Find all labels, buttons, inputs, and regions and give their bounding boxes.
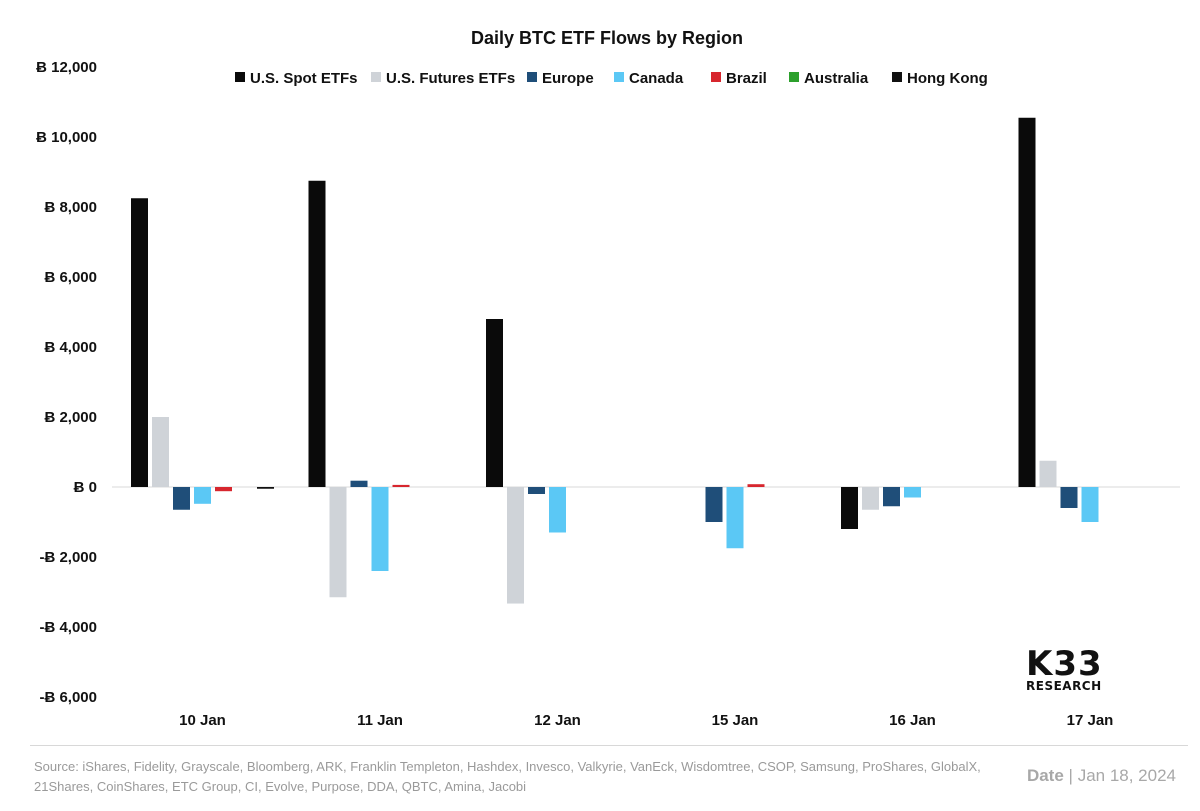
bar-u-s-spot-etfs-11-jan (308, 180, 326, 487)
bar-u-s-futures-etfs-16-jan (862, 487, 879, 510)
legend-label: U.S. Futures ETFs (386, 70, 515, 87)
legend-swatch (527, 72, 537, 82)
bar-u-s-futures-etfs-11-jan (329, 487, 347, 598)
legend-label: Brazil (726, 70, 767, 87)
bar-canada-16-jan (904, 487, 921, 498)
x-axis: 10 Jan 11 Jan 12 Jan 15 Jan 16 Jan 17 Jan (179, 712, 1113, 729)
bar-brazil-11-jan (392, 484, 410, 487)
bar-europe-15-jan (705, 487, 723, 522)
y-tick-label: -Ƀ 4,000 (39, 619, 97, 636)
x-category-label: 12 Jan (534, 712, 581, 729)
bar-europe-10-jan (173, 487, 190, 510)
legend-swatch (892, 72, 902, 82)
bar-europe-17-jan (1060, 487, 1078, 508)
k33-research-logo: K33 RESEARCH (1026, 644, 1126, 693)
bar-u-s-spot-etfs-16-jan (841, 487, 858, 529)
chart-title: Daily BTC ETF Flows by Region (471, 28, 743, 48)
legend-label: Hong Kong (907, 70, 988, 87)
legend-item: Canada (614, 70, 684, 87)
date-value: Jan 18, 2024 (1077, 766, 1176, 785)
bar-europe-11-jan (350, 480, 368, 487)
x-category-label: 17 Jan (1067, 712, 1114, 729)
bar-canada-12-jan (549, 487, 566, 533)
legend-swatch (371, 72, 381, 82)
y-tick-label: Ƀ 0 (74, 479, 97, 496)
x-category-label: 10 Jan (179, 712, 226, 729)
date-label: Date (1026, 766, 1064, 785)
legend-label: Canada (629, 70, 684, 87)
legend-label: U.S. Spot ETFs (250, 70, 358, 87)
source-note: Source: iShares, Fidelity, Grayscale, Bl… (34, 759, 981, 794)
y-tick-label: Ƀ 6,000 (44, 269, 97, 286)
legend-item: Brazil (711, 70, 767, 87)
legend-item: U.S. Futures ETFs (371, 70, 515, 87)
date-stamp: Date | Jan 18, 2024 (1026, 766, 1176, 785)
bar-europe-12-jan (528, 487, 545, 494)
legend-swatch (789, 72, 799, 82)
bar-brazil-15-jan (747, 484, 765, 487)
legend-swatch (235, 72, 245, 82)
footer-divider (30, 745, 1188, 746)
y-tick-label: Ƀ 8,000 (44, 199, 97, 216)
legend-item: U.S. Spot ETFs (235, 70, 358, 87)
x-category-label: 15 Jan (712, 712, 759, 729)
bar-canada-15-jan (726, 487, 744, 549)
bar-canada-11-jan (371, 487, 389, 571)
bar-hong-kong-10-jan (257, 487, 274, 489)
legend-label: Australia (804, 70, 869, 87)
bar-chart: Daily BTC ETF Flows by Region U.S. Spot … (36, 28, 1180, 729)
logo-main-text: K33 (1026, 644, 1103, 684)
bar-u-s-futures-etfs-12-jan (507, 487, 524, 604)
logo-sub-text: RESEARCH (1026, 679, 1102, 693)
legend-label: Europe (542, 70, 594, 87)
bar-u-s-spot-etfs-10-jan (131, 198, 148, 487)
y-tick-label: -Ƀ 2,000 (39, 549, 97, 566)
bar-brazil-10-jan (215, 487, 232, 492)
y-tick-label: Ƀ 2,000 (44, 409, 97, 426)
bar-canada-17-jan (1081, 487, 1099, 522)
bar-europe-16-jan (883, 487, 900, 507)
y-tick-label: Ƀ 4,000 (44, 339, 97, 356)
y-tick-label: Ƀ 10,000 (36, 129, 97, 146)
legend-swatch (614, 72, 624, 82)
x-category-label: 11 Jan (357, 712, 403, 729)
bar-canada-10-jan (194, 487, 211, 504)
legend-item: Hong Kong (892, 70, 988, 87)
legend-item: Australia (789, 70, 869, 87)
y-tick-label: -Ƀ 6,000 (39, 689, 97, 706)
bars (131, 117, 1099, 604)
bar-u-s-futures-etfs-17-jan (1039, 460, 1057, 487)
legend-swatch (711, 72, 721, 82)
bar-u-s-spot-etfs-12-jan (486, 319, 503, 487)
bar-u-s-spot-etfs-17-jan (1018, 117, 1036, 487)
x-category-label: 16 Jan (889, 712, 936, 729)
legend-item: Europe (527, 70, 594, 87)
bar-u-s-futures-etfs-10-jan (152, 417, 169, 487)
y-tick-label: Ƀ 12,000 (36, 59, 97, 76)
chart-legend: U.S. Spot ETFs U.S. Futures ETFs Europe Can… (235, 70, 988, 87)
y-axis: Ƀ 12,000 Ƀ 10,000 Ƀ 8,000 Ƀ 6,000 Ƀ 4,000 Ƀ 2… (36, 59, 1180, 706)
